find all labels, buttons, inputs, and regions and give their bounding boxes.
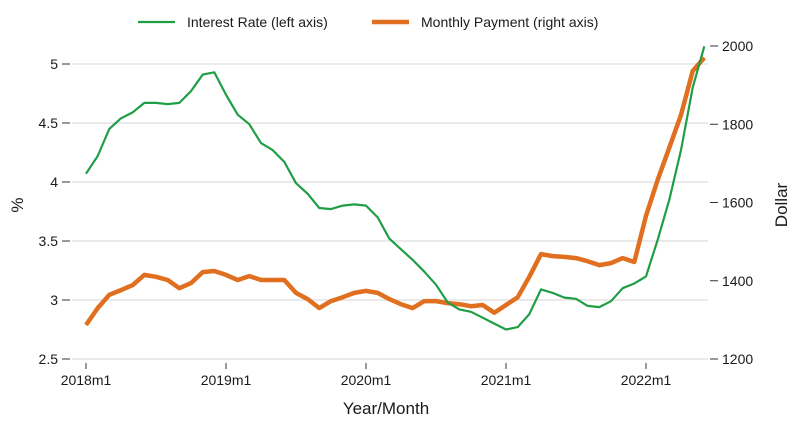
legend: Interest Rate (left axis) Monthly Paymen… [138,14,598,30]
x-tick-label: 2020m1 [341,372,392,388]
x-axis: 2018m1 2019m1 2020m1 2021m1 2022m1 [61,363,672,388]
legend-label-monthly-payment: Monthly Payment (right axis) [421,14,598,30]
x-tick-label: 2018m1 [61,372,112,388]
right-tick-label: 1600 [722,195,753,211]
right-axis-title: Dollar [772,182,791,227]
left-tick-label: 2.5 [39,351,59,367]
x-tick-label: 2022m1 [621,372,672,388]
x-axis-title: Year/Month [343,399,429,418]
left-tick-label: 4.5 [39,115,59,131]
left-axis-title: % [8,197,27,212]
left-tick-label: 4 [50,174,58,190]
right-tick-label: 1800 [722,116,753,132]
right-tick-label: 1200 [722,351,753,367]
right-tick-label: 2000 [722,38,753,54]
left-tick-label: 3 [50,292,58,308]
legend-label-interest-rate: Interest Rate (left axis) [187,14,328,30]
right-axis: 1200 1400 1600 1800 2000 [710,38,753,367]
left-axis: 2.5 3 3.5 4 4.5 5 [39,56,70,367]
left-tick-label: 3.5 [39,233,59,249]
x-tick-label: 2021m1 [481,372,532,388]
series-layer [84,46,706,331]
x-tick-label: 2019m1 [201,372,252,388]
monthly-payment-line [84,56,706,327]
right-tick-label: 1400 [722,273,753,289]
gridlines [72,63,708,360]
interest-rate-line [85,46,706,331]
left-tick-label: 5 [50,56,58,72]
